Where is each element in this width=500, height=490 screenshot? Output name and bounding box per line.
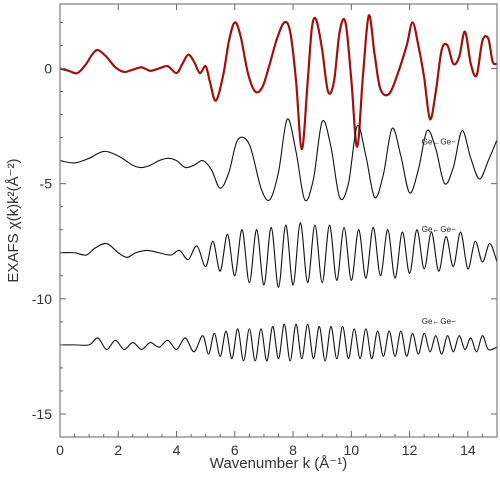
y-axis-title: EXAFS χ(k)k²(Å⁻²)	[5, 158, 22, 282]
y-tick-label: -5	[40, 176, 53, 192]
x-tick-label: 6	[231, 442, 239, 458]
x-tick-label: 4	[173, 442, 181, 458]
x-axis: 0 2 4 6 8 10 12 14	[56, 4, 498, 458]
x-axis-title: Wavenumber k (Å⁻¹)	[210, 455, 347, 472]
series-line-1	[60, 118, 497, 202]
y-axis: 0 -5 -10 -15	[32, 21, 497, 438]
y-tick-label: -10	[32, 291, 52, 307]
x-tick-label: 2	[114, 442, 122, 458]
x-tick-label: 0	[56, 442, 64, 458]
x-tick-label: 12	[402, 442, 418, 458]
x-tick-label: 8	[289, 442, 297, 458]
y-tick-label: -15	[32, 406, 52, 422]
x-tick-label: 14	[460, 442, 476, 458]
x-tick-label: 10	[344, 442, 360, 458]
annotation-label: Ge←Ge−	[422, 225, 456, 234]
annotations: Ge←Ge− Ge←Ge− Ge←Ge−	[422, 137, 456, 326]
y-tick-label: 0	[44, 60, 52, 76]
series-line-3	[60, 323, 497, 362]
series-line-2	[60, 222, 497, 288]
series-line-0	[60, 14, 497, 151]
plot-frame	[59, 3, 498, 438]
plot-area	[60, 14, 497, 362]
annotation-label: Ge←Ge−	[422, 137, 456, 146]
annotation-label: Ge←Ge−	[422, 317, 456, 326]
